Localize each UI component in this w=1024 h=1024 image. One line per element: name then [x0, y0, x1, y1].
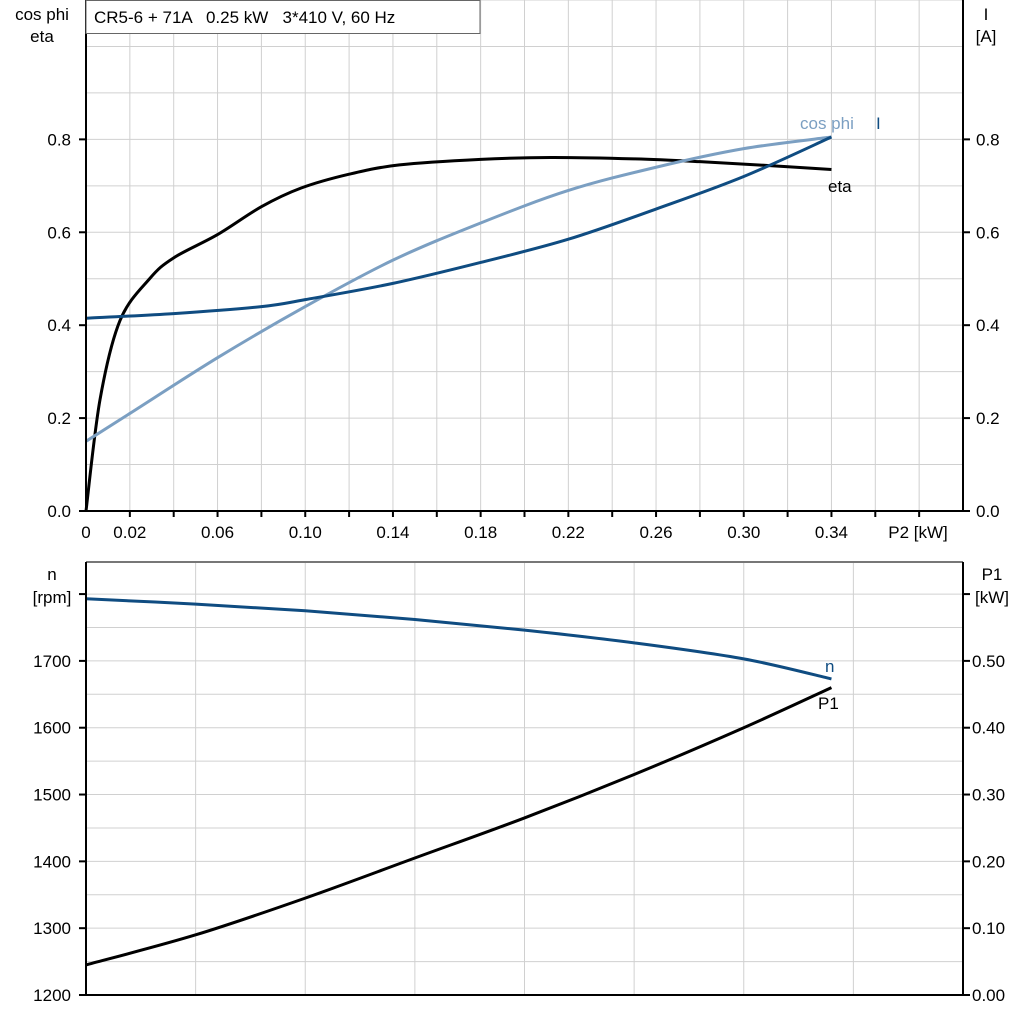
- x-tick-label: 0.26: [640, 523, 673, 542]
- y2-tick-label: 0.4: [976, 316, 1000, 335]
- bottom-left-axis-label-2: [rpm]: [33, 588, 72, 607]
- y-tick-label: 0.2: [47, 409, 71, 428]
- x-tick-label: 0: [81, 523, 90, 542]
- x-tick-label: 0.10: [289, 523, 322, 542]
- x-tick-label: 0.06: [201, 523, 234, 542]
- y-tick-label: 0.8: [47, 130, 71, 149]
- axes: 0 0.02 0.06 0.10 0.14 0.18 0.22 0.26 0.30 0.34 0.0…: [33, 0, 1005, 1005]
- top-right-axis-label-1: I: [984, 5, 989, 24]
- top-left-axis-label-2: eta: [30, 27, 54, 46]
- curves: [84, 135, 833, 967]
- y2-tick-label: 0.8: [976, 130, 1000, 149]
- y2-tick-label: 0.30: [972, 786, 1005, 805]
- y2-tick-label: 0.50: [972, 652, 1005, 671]
- bottom-left-axis-label-1: n: [47, 565, 56, 584]
- y2-tick-label: 0.0: [976, 502, 1000, 521]
- y2-tick-label: 0.6: [976, 223, 1000, 242]
- y2-tick-label: 0.20: [972, 852, 1005, 871]
- series-line-p1: [85, 686, 833, 967]
- top-left-axis-label-1: cos phi: [15, 5, 69, 24]
- y-tick-label: 1400: [33, 852, 71, 871]
- bottom-chart-grid: [86, 562, 963, 995]
- y-tick-label: 0.0: [47, 502, 71, 521]
- y2-tick-label: 0.2: [976, 409, 1000, 428]
- x-tick-label: 0.34: [815, 523, 848, 542]
- bottom-right-axis-label-2: [kW]: [975, 588, 1009, 607]
- top-right-axis-label-2: [A]: [976, 27, 997, 46]
- series-label-p1: P1: [818, 694, 839, 713]
- y-tick-label: 0.6: [47, 223, 71, 242]
- x-tick-label: 0.30: [727, 523, 760, 542]
- x-tick-label: 0.18: [464, 523, 497, 542]
- y-tick-label: 1200: [33, 986, 71, 1005]
- y-tick-label: 1700: [33, 652, 71, 671]
- x-tick-label: 0.22: [552, 523, 585, 542]
- y-tick-label: 1600: [33, 719, 71, 738]
- title-box: [85, 0, 481, 34]
- series-line-i: [85, 135, 833, 320]
- x-tick-label: 0.02: [113, 523, 146, 542]
- y-tick-label: 1500: [33, 786, 71, 805]
- x-axis-label: P2 [kW]: [888, 523, 948, 542]
- top-chart-grid: [86, 0, 963, 511]
- series-label-eta: eta: [828, 177, 852, 196]
- series-line-n: [85, 597, 832, 681]
- bottom-right-axis-label-1: P1: [982, 565, 1003, 584]
- chart-title: CR5-6 + 71A 0.25 kW 3*410 V, 60 Hz: [94, 8, 395, 27]
- series-line-eta: [84, 155, 832, 512]
- y-tick-label: 1300: [33, 919, 71, 938]
- series-line-cos-phi: [85, 135, 832, 443]
- x-tick-label: 0.14: [376, 523, 409, 542]
- series-label-cos-phi: cos phi: [800, 114, 854, 133]
- y2-tick-label: 0.10: [972, 919, 1005, 938]
- series-label-i: I: [876, 114, 881, 133]
- y2-tick-label: 0.00: [972, 986, 1005, 1005]
- y2-tick-label: 0.40: [972, 719, 1005, 738]
- y-tick-label: 0.4: [47, 316, 71, 335]
- series-label-n: n: [825, 657, 834, 676]
